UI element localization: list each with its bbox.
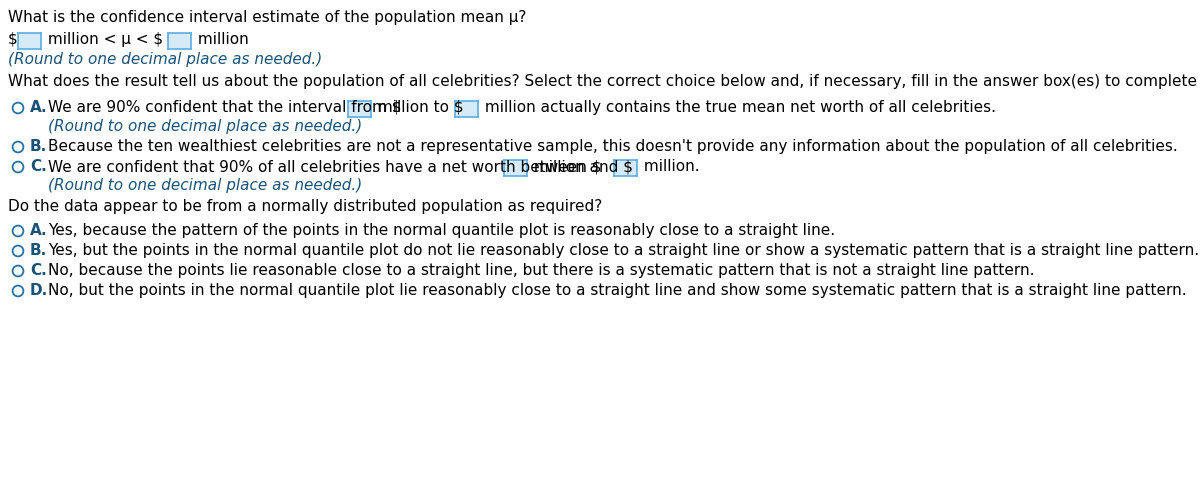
Text: million to $: million to $ xyxy=(373,100,463,115)
Text: C.: C. xyxy=(30,159,47,174)
Text: What does the result tell us about the population of all celebrities? Select the: What does the result tell us about the p… xyxy=(8,74,1200,89)
Text: million < μ < $: million < μ < $ xyxy=(43,32,163,47)
Text: A.: A. xyxy=(30,223,48,238)
Text: (Round to one decimal place as needed.): (Round to one decimal place as needed.) xyxy=(48,119,362,134)
Text: million actually contains the true mean net worth of all celebrities.: million actually contains the true mean … xyxy=(480,100,996,115)
Text: (Round to one decimal place as needed.): (Round to one decimal place as needed.) xyxy=(48,178,362,193)
Text: Do the data appear to be from a normally distributed population as required?: Do the data appear to be from a normally… xyxy=(8,199,602,214)
Text: What is the confidence interval estimate of the population mean μ?: What is the confidence interval estimate… xyxy=(8,10,527,25)
Text: Because the ten wealthiest celebrities are not a representative sample, this doe: Because the ten wealthiest celebrities a… xyxy=(48,139,1177,154)
Text: million.: million. xyxy=(640,159,700,174)
Text: B.: B. xyxy=(30,243,47,258)
Text: No, because the points lie reasonable close to a straight line, but there is a s: No, because the points lie reasonable cl… xyxy=(48,263,1034,278)
Text: B.: B. xyxy=(30,139,47,154)
Text: million: million xyxy=(193,32,248,47)
Text: Yes, because the pattern of the points in the normal quantile plot is reasonably: Yes, because the pattern of the points i… xyxy=(48,223,835,238)
Text: $: $ xyxy=(8,32,18,47)
Text: Yes, but the points in the normal quantile plot do not lie reasonably close to a: Yes, but the points in the normal quanti… xyxy=(48,243,1199,258)
Text: (Round to one decimal place as needed.): (Round to one decimal place as needed.) xyxy=(8,52,323,67)
Text: No, but the points in the normal quantile plot lie reasonably close to a straigh: No, but the points in the normal quantil… xyxy=(48,283,1187,298)
Text: We are 90% confident that the interval from $: We are 90% confident that the interval f… xyxy=(48,100,402,115)
Text: A.: A. xyxy=(30,100,48,115)
Text: We are confident that 90% of all celebrities have a net worth between $: We are confident that 90% of all celebri… xyxy=(48,159,601,174)
Text: million and $: million and $ xyxy=(529,159,634,174)
Text: C.: C. xyxy=(30,263,47,278)
Text: D.: D. xyxy=(30,283,48,298)
